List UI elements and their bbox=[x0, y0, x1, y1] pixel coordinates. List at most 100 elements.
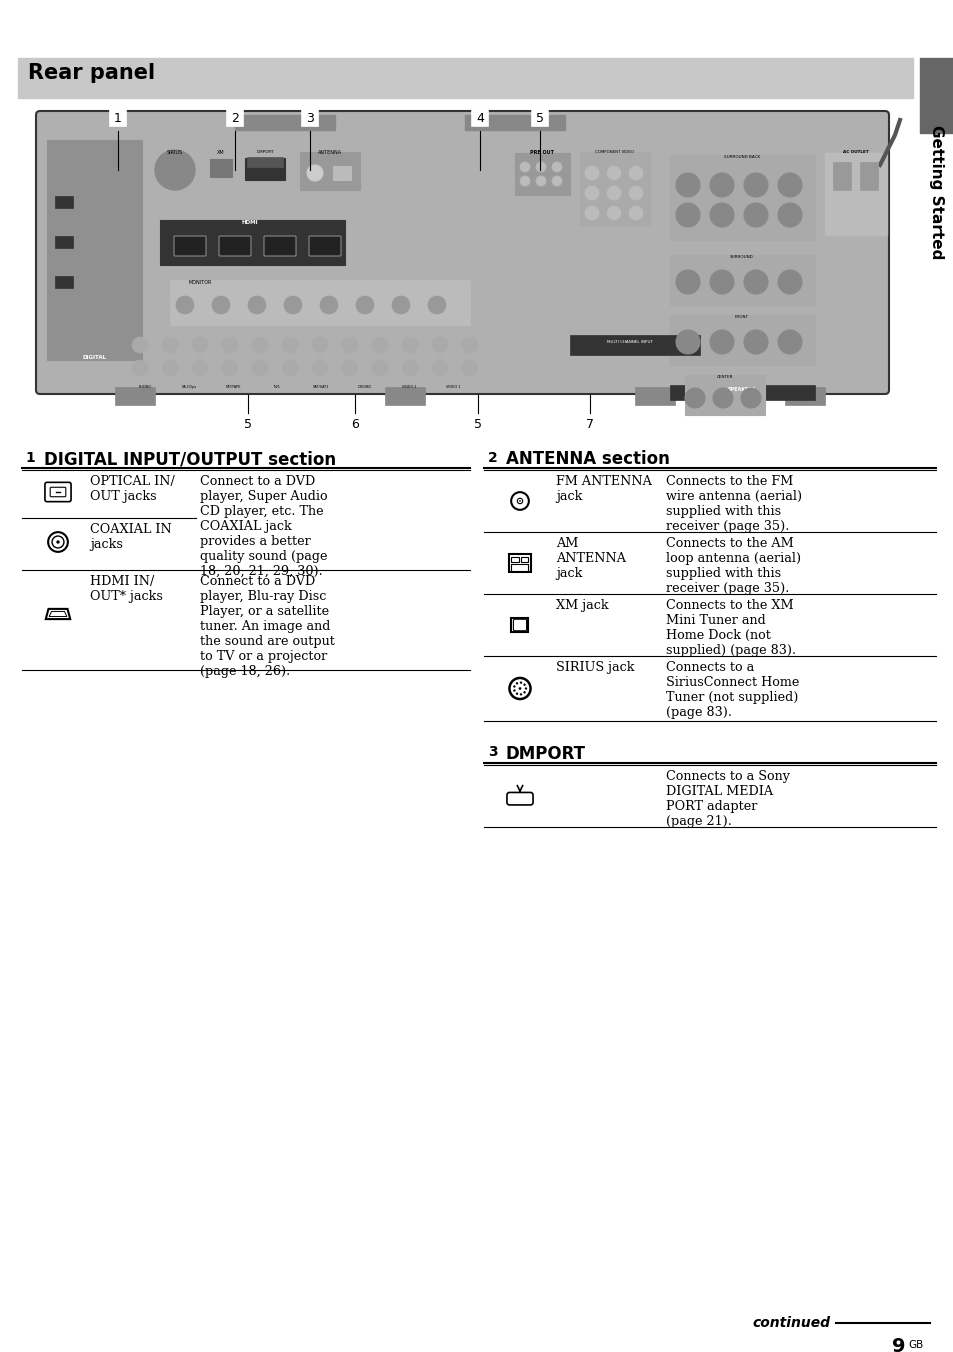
Bar bbox=[227, 110, 243, 126]
Circle shape bbox=[175, 296, 193, 314]
Circle shape bbox=[432, 337, 448, 353]
Circle shape bbox=[519, 176, 530, 187]
Text: PRE OUT: PRE OUT bbox=[530, 150, 554, 155]
Bar bbox=[581, 415, 598, 431]
Bar bbox=[470, 415, 485, 431]
Text: 5: 5 bbox=[474, 418, 481, 430]
Circle shape bbox=[536, 162, 545, 172]
Text: 1: 1 bbox=[114, 112, 122, 126]
Bar bbox=[299, 151, 359, 191]
Circle shape bbox=[778, 330, 801, 354]
Text: Connects to a Sony
DIGITAL MEDIA
PORT adapter
(page 21).: Connects to a Sony DIGITAL MEDIA PORT ad… bbox=[665, 771, 789, 827]
Circle shape bbox=[676, 173, 700, 197]
Circle shape bbox=[519, 162, 530, 172]
Text: DMPORT: DMPORT bbox=[256, 150, 274, 154]
Bar bbox=[919, 58, 953, 132]
Circle shape bbox=[743, 203, 767, 227]
Bar bbox=[483, 448, 500, 465]
Circle shape bbox=[684, 388, 704, 408]
Circle shape bbox=[552, 176, 561, 187]
Text: DMPORT: DMPORT bbox=[505, 745, 585, 763]
Text: Connects to the AM
loop antenna (aerial)
supplied with this
receiver (page 35).: Connects to the AM loop antenna (aerial)… bbox=[665, 537, 801, 595]
FancyBboxPatch shape bbox=[45, 483, 71, 502]
Text: 7: 7 bbox=[585, 418, 594, 430]
Text: SA-CDps: SA-CDps bbox=[181, 385, 196, 389]
Bar bbox=[483, 744, 500, 760]
Text: 4: 4 bbox=[476, 112, 483, 126]
Bar bbox=[115, 387, 154, 406]
Circle shape bbox=[552, 162, 561, 172]
Circle shape bbox=[312, 360, 328, 376]
Circle shape bbox=[282, 337, 297, 353]
Text: 2: 2 bbox=[231, 112, 238, 126]
FancyBboxPatch shape bbox=[506, 792, 533, 804]
Bar bbox=[669, 385, 814, 400]
Bar bbox=[784, 387, 824, 406]
Circle shape bbox=[252, 360, 268, 376]
Text: 1: 1 bbox=[26, 450, 35, 465]
Text: SAT/SAT1: SAT/SAT1 bbox=[313, 385, 329, 389]
Bar bbox=[669, 155, 814, 241]
Text: DVD/BD: DVD/BD bbox=[357, 385, 372, 389]
Text: HDMI: HDMI bbox=[241, 220, 258, 224]
Text: Getting Started: Getting Started bbox=[928, 126, 943, 260]
Bar bbox=[832, 162, 850, 191]
Bar bbox=[18, 58, 912, 97]
Bar bbox=[669, 315, 814, 365]
Circle shape bbox=[461, 337, 477, 353]
Text: Connects to a
SiriusConnect Home
Tuner (not supplied)
(page 83).: Connects to a SiriusConnect Home Tuner (… bbox=[665, 661, 799, 719]
Circle shape bbox=[676, 330, 700, 354]
Circle shape bbox=[372, 360, 388, 376]
Bar bbox=[684, 375, 764, 415]
Circle shape bbox=[372, 337, 388, 353]
Bar bbox=[532, 110, 547, 126]
Text: AC OUTLET: AC OUTLET bbox=[842, 150, 868, 154]
Bar bbox=[110, 110, 126, 126]
FancyBboxPatch shape bbox=[219, 237, 251, 256]
Text: Rear panel: Rear panel bbox=[28, 64, 155, 82]
Circle shape bbox=[516, 683, 517, 684]
Bar bbox=[47, 141, 142, 360]
Text: DIGITAL: DIGITAL bbox=[82, 356, 107, 360]
Bar bbox=[240, 415, 255, 431]
Bar bbox=[464, 115, 564, 130]
Bar bbox=[55, 276, 73, 288]
Text: MD/TAPE: MD/TAPE bbox=[225, 385, 240, 389]
Circle shape bbox=[154, 150, 194, 191]
Text: XM: XM bbox=[217, 150, 225, 155]
Text: MULTI CHANNEL INPUT: MULTI CHANNEL INPUT bbox=[606, 339, 652, 343]
Circle shape bbox=[56, 541, 60, 544]
Circle shape bbox=[284, 296, 302, 314]
Circle shape bbox=[132, 360, 148, 376]
Circle shape bbox=[584, 206, 598, 220]
Bar bbox=[160, 220, 345, 265]
Circle shape bbox=[355, 296, 374, 314]
FancyBboxPatch shape bbox=[513, 619, 526, 631]
Text: 6: 6 bbox=[351, 418, 358, 430]
Circle shape bbox=[513, 685, 515, 688]
Bar bbox=[511, 557, 518, 562]
Circle shape bbox=[461, 360, 477, 376]
Text: CENTER: CENTER bbox=[716, 375, 733, 379]
Circle shape bbox=[392, 296, 410, 314]
Bar bbox=[669, 256, 814, 306]
Bar bbox=[247, 157, 283, 168]
Bar bbox=[508, 554, 531, 572]
Circle shape bbox=[712, 388, 732, 408]
Circle shape bbox=[312, 337, 328, 353]
Circle shape bbox=[282, 360, 297, 376]
Text: SURROUND BACK: SURROUND BACK bbox=[723, 155, 760, 160]
Text: continued: continued bbox=[751, 1315, 829, 1330]
Text: MONITOR: MONITOR bbox=[188, 280, 212, 285]
Text: FM ANTENNA
jack: FM ANTENNA jack bbox=[556, 475, 651, 503]
Bar bbox=[859, 162, 877, 191]
Circle shape bbox=[518, 500, 520, 502]
Text: OPTICAL IN/
OUT jacks: OPTICAL IN/ OUT jacks bbox=[90, 475, 174, 503]
Bar bbox=[302, 110, 317, 126]
FancyBboxPatch shape bbox=[173, 237, 206, 256]
Circle shape bbox=[584, 187, 598, 200]
Bar bbox=[824, 153, 886, 235]
Circle shape bbox=[523, 684, 525, 685]
Circle shape bbox=[740, 388, 760, 408]
Text: XM jack: XM jack bbox=[556, 599, 608, 612]
